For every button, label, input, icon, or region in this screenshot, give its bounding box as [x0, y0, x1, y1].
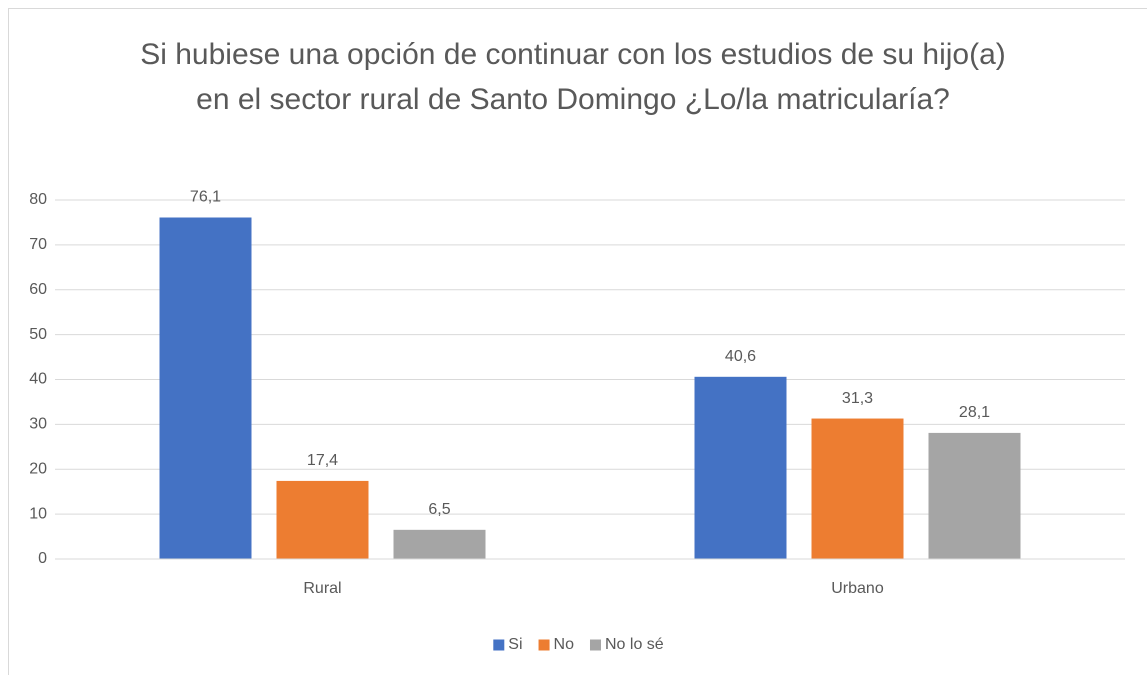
data-label: 40,6 [725, 348, 756, 365]
bar [393, 529, 486, 559]
legend-label: No [554, 636, 575, 653]
legend-label: Si [508, 636, 522, 653]
data-label: 28,1 [959, 404, 990, 421]
chart-title: Si hubiese una opción de continuar con l… [140, 38, 1006, 116]
y-tick-label: 20 [29, 460, 47, 477]
bar [694, 376, 787, 559]
bar [159, 217, 252, 559]
y-tick-label: 40 [29, 371, 47, 388]
y-tick-label: 60 [29, 281, 47, 298]
data-label: 17,4 [307, 452, 338, 469]
data-label: 31,3 [842, 390, 873, 407]
x-tick-label: Urbano [831, 580, 884, 597]
legend-swatch [493, 639, 505, 651]
y-tick-label: 50 [29, 326, 47, 343]
y-tick-label: 80 [29, 191, 47, 208]
y-tick-label: 0 [38, 550, 47, 567]
data-label: 6,5 [428, 501, 450, 518]
x-tick-label: Rural [303, 580, 341, 597]
bar [811, 418, 904, 559]
legend-swatch [538, 639, 550, 651]
bar [276, 480, 369, 559]
y-tick-label: 70 [29, 236, 47, 253]
y-tick-label: 10 [29, 505, 47, 522]
legend-swatch [589, 639, 601, 651]
legend-label: No lo sé [605, 636, 664, 653]
y-tick-label: 30 [29, 416, 47, 433]
bar [928, 432, 1021, 559]
data-label: 76,1 [190, 189, 221, 206]
